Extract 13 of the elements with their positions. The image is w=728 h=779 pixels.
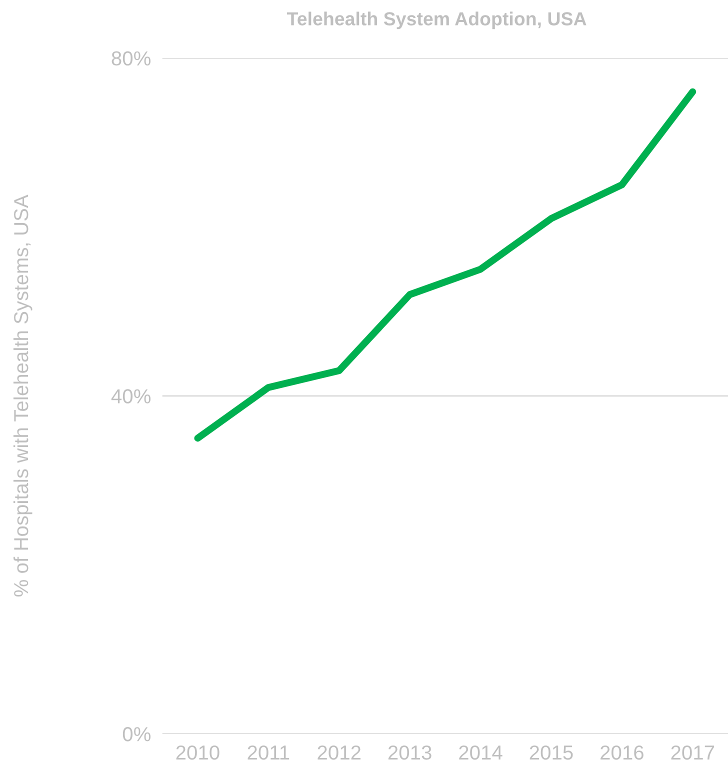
x-tick-label: 2016 — [600, 745, 644, 760]
y-axis-title: % of Hospitals with Telehealth Systems, USA — [13, 194, 32, 596]
y-tick-label: 40% — [111, 389, 151, 404]
y-tick-label: 0% — [122, 727, 151, 742]
x-tick-label: 2010 — [176, 745, 220, 760]
y-tick-label: 80% — [112, 51, 151, 66]
x-tick-label: 2012 — [318, 745, 361, 760]
x-tick-label: 2014 — [459, 745, 502, 760]
x-tick-label: 2013 — [388, 745, 432, 760]
x-tick-label: 2015 — [530, 745, 573, 760]
chart-title: Telehealth System Adoption, USA — [287, 12, 586, 30]
x-tick-label: 2017 — [671, 745, 714, 760]
x-tick-label: 2011 — [248, 745, 290, 760]
